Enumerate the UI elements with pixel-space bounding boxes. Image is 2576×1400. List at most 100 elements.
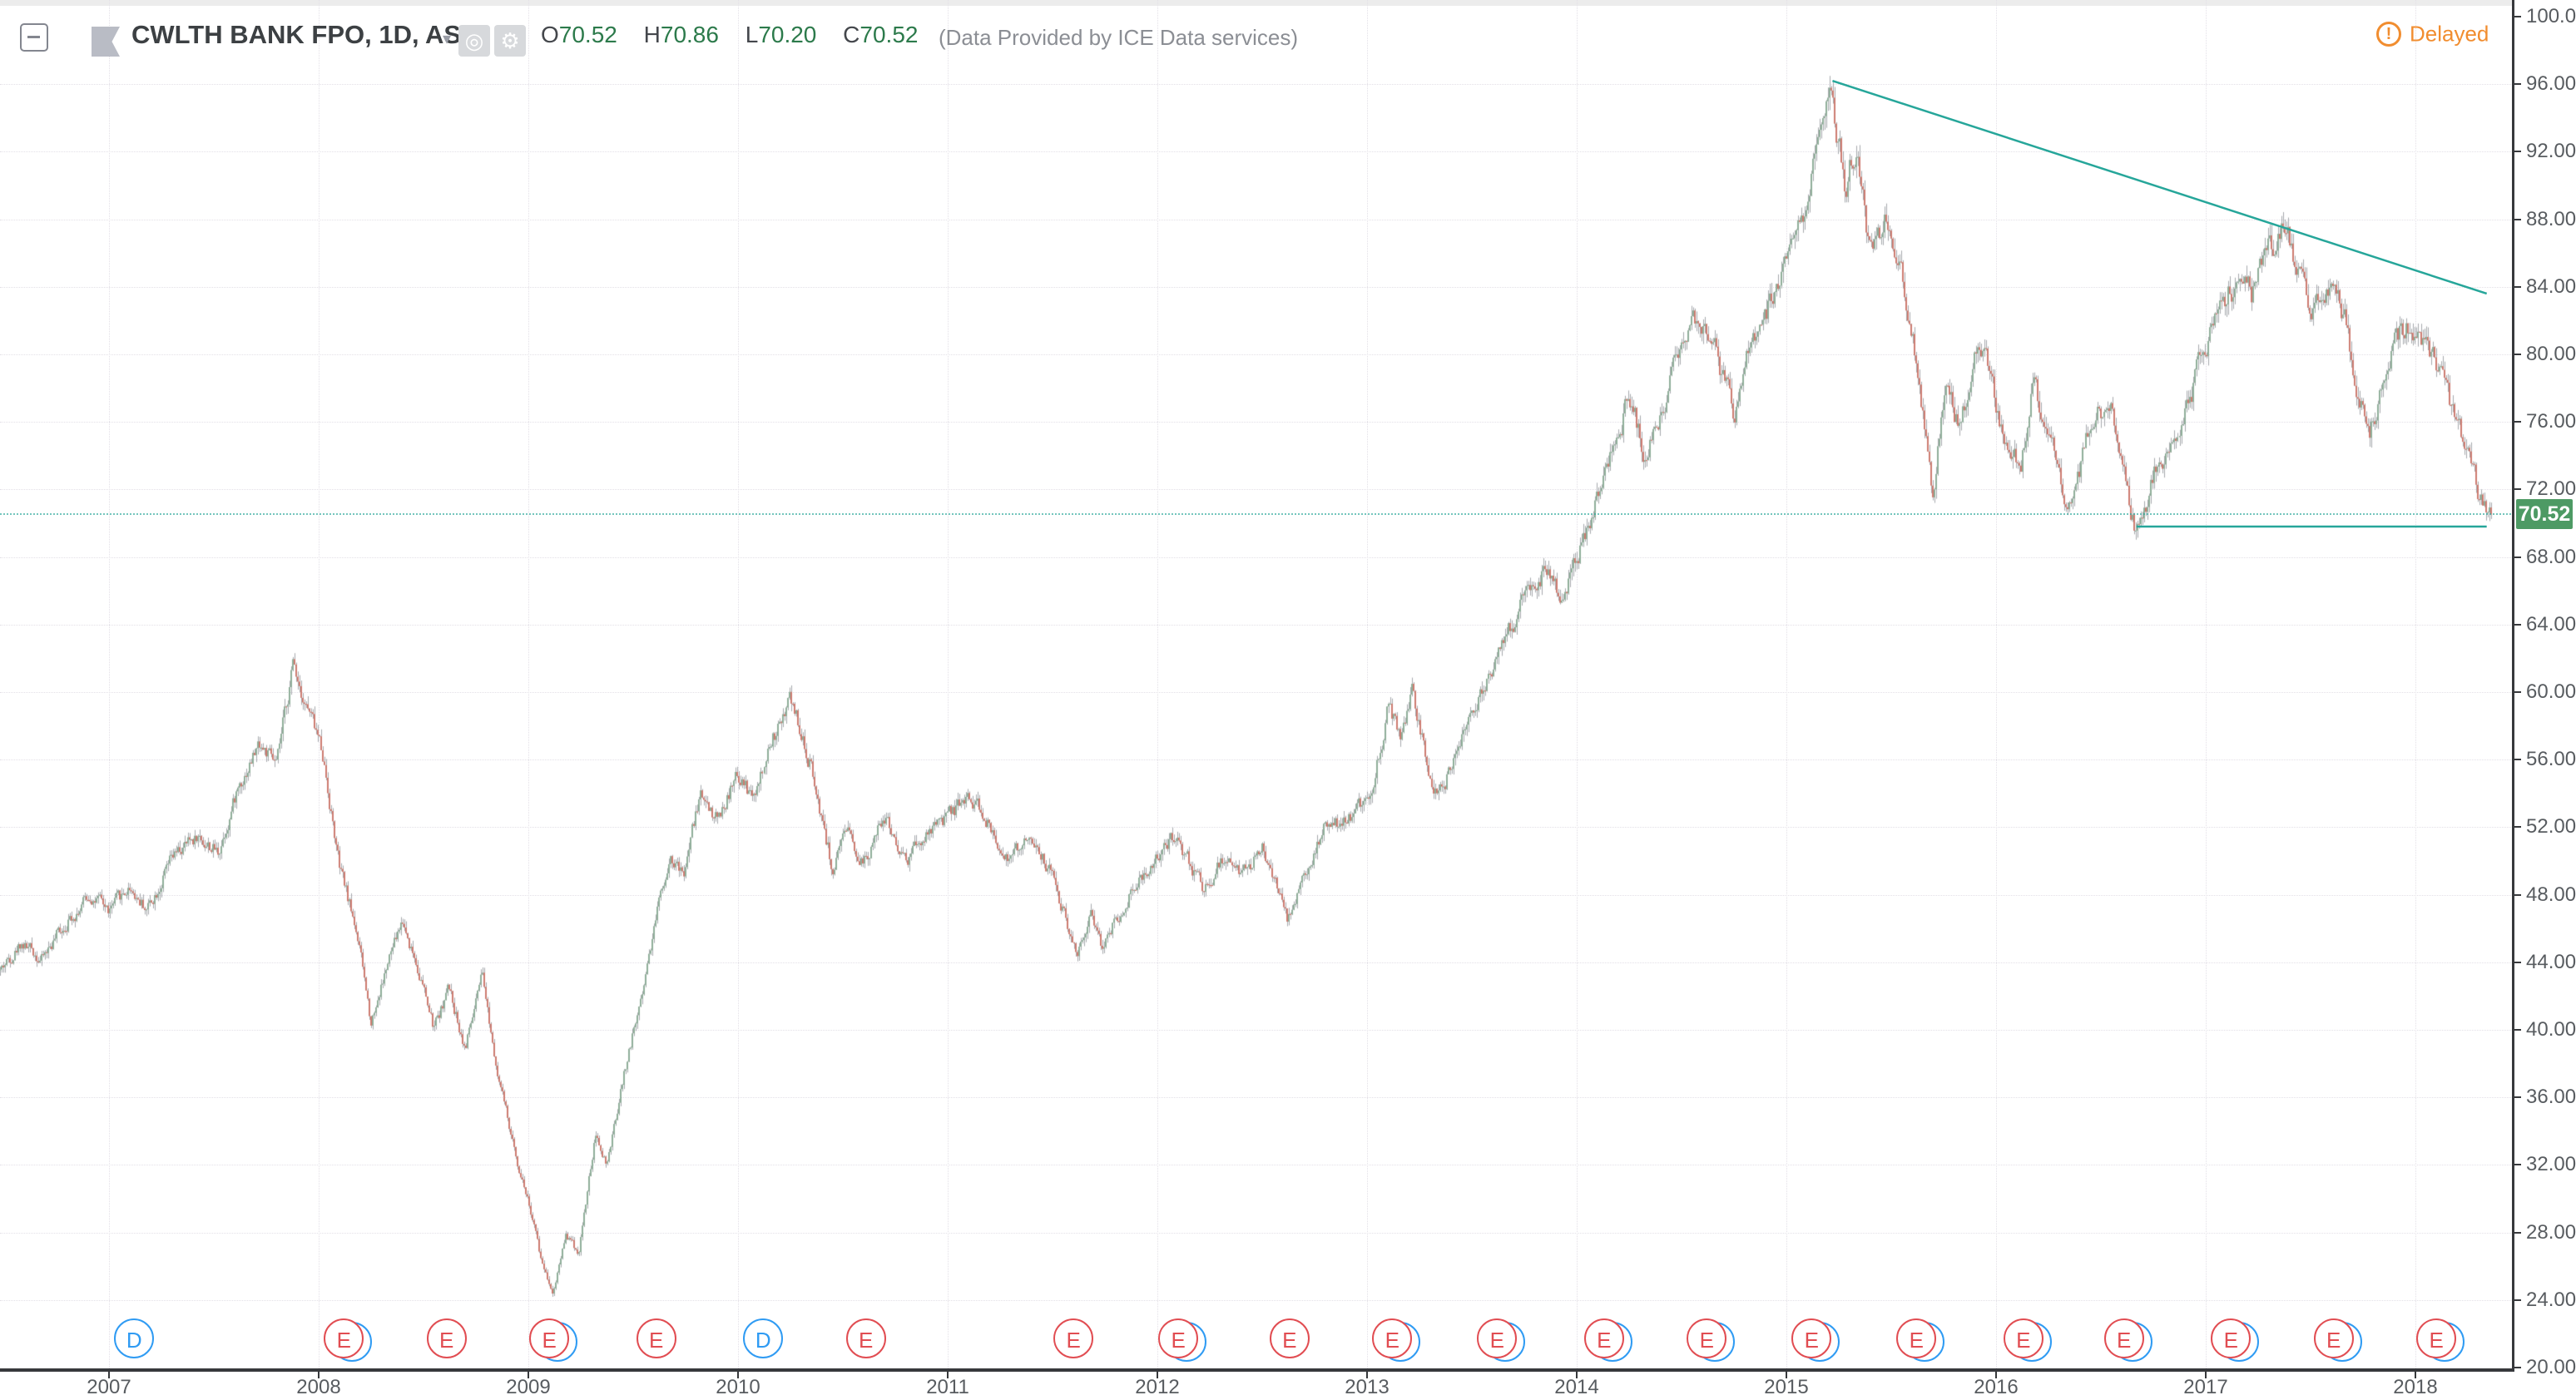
year-tick (2205, 1372, 2207, 1378)
price-tick (2514, 759, 2521, 761)
close-value: 70.52 (859, 22, 919, 47)
delayed-label: Delayed (2410, 21, 2489, 47)
candlestick-chart-area[interactable] (0, 0, 2514, 1371)
close-label: C (843, 22, 860, 47)
price-tick-label: 60.00 (2526, 680, 2576, 703)
price-tick-label: 20.00 (2526, 1356, 2576, 1378)
earnings-marker[interactable]: E (1583, 1318, 1624, 1358)
earnings-marker[interactable]: E (1372, 1318, 1413, 1358)
earnings-marker[interactable]: E (426, 1318, 467, 1358)
price-tick-label: 92.00 (2526, 140, 2576, 163)
open-label: O (541, 22, 559, 47)
price-tick-label: 28.00 (2526, 1220, 2576, 1244)
price-tick-label: 76.00 (2526, 410, 2576, 433)
earnings-marker[interactable]: E (1791, 1318, 1832, 1358)
year-label: 2012 (1135, 1376, 1180, 1398)
earnings-marker[interactable]: E (1053, 1318, 1094, 1358)
price-tick (2514, 285, 2521, 288)
flag-icon[interactable] (92, 27, 120, 57)
year-label: 2011 (926, 1376, 969, 1398)
price-tick (2514, 623, 2521, 626)
year-label: 2009 (506, 1376, 551, 1398)
year-tick (1786, 1372, 1787, 1378)
last-price-line (0, 513, 2514, 516)
price-axis[interactable]: 100.00 96.00 92.00 88.00 84.00 80.00 76.00 72.0… (2512, 0, 2576, 1378)
price-tick-label: 56.00 (2526, 748, 2576, 771)
year-label: 2007 (87, 1376, 131, 1398)
price-tick (2514, 1096, 2521, 1099)
earnings-marker[interactable]: E (2416, 1318, 2457, 1358)
price-tick (2514, 16, 2521, 17)
low-label: L (745, 22, 759, 47)
earnings-marker[interactable]: E (2103, 1318, 2144, 1358)
price-tick (2514, 83, 2521, 86)
price-tick-label: 100.00 (2526, 5, 2576, 27)
earnings-marker[interactable]: E (1477, 1318, 1518, 1358)
price-tick-label: 24.00 (2526, 1288, 2576, 1311)
ohlc-readout: O70.52 H70.86 L70.20 C70.52 (541, 22, 918, 48)
year-tick (947, 1372, 949, 1378)
price-tick-label: 40.00 (2526, 1018, 2576, 1041)
earnings-marker[interactable]: E (324, 1318, 364, 1358)
price-tick (2514, 1164, 2521, 1166)
earnings-marker[interactable]: E (1896, 1318, 1937, 1358)
year-tick (2415, 1372, 2416, 1378)
earnings-marker[interactable]: E (1158, 1318, 1199, 1358)
price-tick-label: 36.00 (2526, 1086, 2576, 1109)
year-tick (1995, 1372, 1997, 1378)
price-tick (2514, 1029, 2521, 1031)
price-tick (2514, 151, 2521, 153)
collapse-panel-button[interactable] (20, 23, 48, 52)
year-label: 2015 (1764, 1376, 1809, 1398)
year-tick (1366, 1372, 1368, 1378)
high-label: H (643, 22, 661, 47)
year-tick (1157, 1372, 1158, 1378)
price-tick (2514, 218, 2521, 220)
earnings-marker[interactable]: E (1269, 1318, 1310, 1358)
year-label: 2017 (2183, 1376, 2228, 1398)
year-tick (318, 1372, 320, 1378)
compare-icon-button[interactable]: ◎ (458, 25, 490, 57)
earnings-marker[interactable]: E (529, 1318, 570, 1358)
price-tick (2514, 691, 2521, 693)
year-tick (108, 1372, 110, 1378)
price-tick (2514, 1231, 2521, 1234)
dividend-marker[interactable]: D (114, 1318, 155, 1358)
earnings-marker[interactable]: E (1687, 1318, 1727, 1358)
price-tick (2514, 556, 2521, 558)
time-axis-line[interactable] (0, 1368, 2514, 1372)
year-label: 2016 (1974, 1376, 2019, 1398)
price-tick-label: 48.00 (2526, 883, 2576, 906)
price-tick (2514, 421, 2521, 423)
delayed-badge[interactable]: ! Delayed (2376, 20, 2489, 47)
open-value: 70.52 (558, 22, 617, 47)
earnings-marker[interactable]: E (2313, 1318, 2354, 1358)
earnings-marker[interactable]: E (2211, 1318, 2252, 1358)
price-tick-label: 64.00 (2526, 612, 2576, 636)
descending-trendline[interactable] (1832, 79, 2488, 295)
low-value: 70.20 (758, 22, 817, 47)
dividend-marker[interactable]: D (743, 1318, 784, 1358)
price-tick-label: 68.00 (2526, 545, 2576, 568)
price-tick-label: 32.00 (2526, 1153, 2576, 1176)
data-provider-note: (Data Provided by ICE Data services) (939, 25, 1299, 50)
drawing-layer (1832, 79, 2488, 528)
year-tick (1576, 1372, 1578, 1378)
chevron-down-icon[interactable]: ▾ (443, 30, 452, 48)
chart-legend: CWLTH BANK FPO, 1D, ASX ▾ ◎ ⚙ O70.52 H70… (0, 0, 2576, 67)
price-tick (2514, 893, 2521, 896)
gear-icon-button[interactable]: ⚙ (494, 25, 526, 57)
price-tick-label: 96.00 (2526, 72, 2576, 96)
price-tick (2514, 826, 2521, 829)
earnings-marker[interactable]: E (636, 1318, 676, 1358)
warning-circle-icon: ! (2376, 22, 2401, 47)
high-value: 70.86 (660, 22, 719, 47)
symbol-title[interactable]: CWLTH BANK FPO, 1D, ASX (131, 20, 478, 49)
year-label: 2008 (296, 1376, 341, 1398)
year-tick (737, 1372, 739, 1378)
earnings-marker[interactable]: E (2003, 1318, 2043, 1358)
earnings-marker[interactable]: E (845, 1318, 886, 1358)
price-tick (2514, 1299, 2521, 1301)
year-label: 2018 (2393, 1376, 2438, 1398)
